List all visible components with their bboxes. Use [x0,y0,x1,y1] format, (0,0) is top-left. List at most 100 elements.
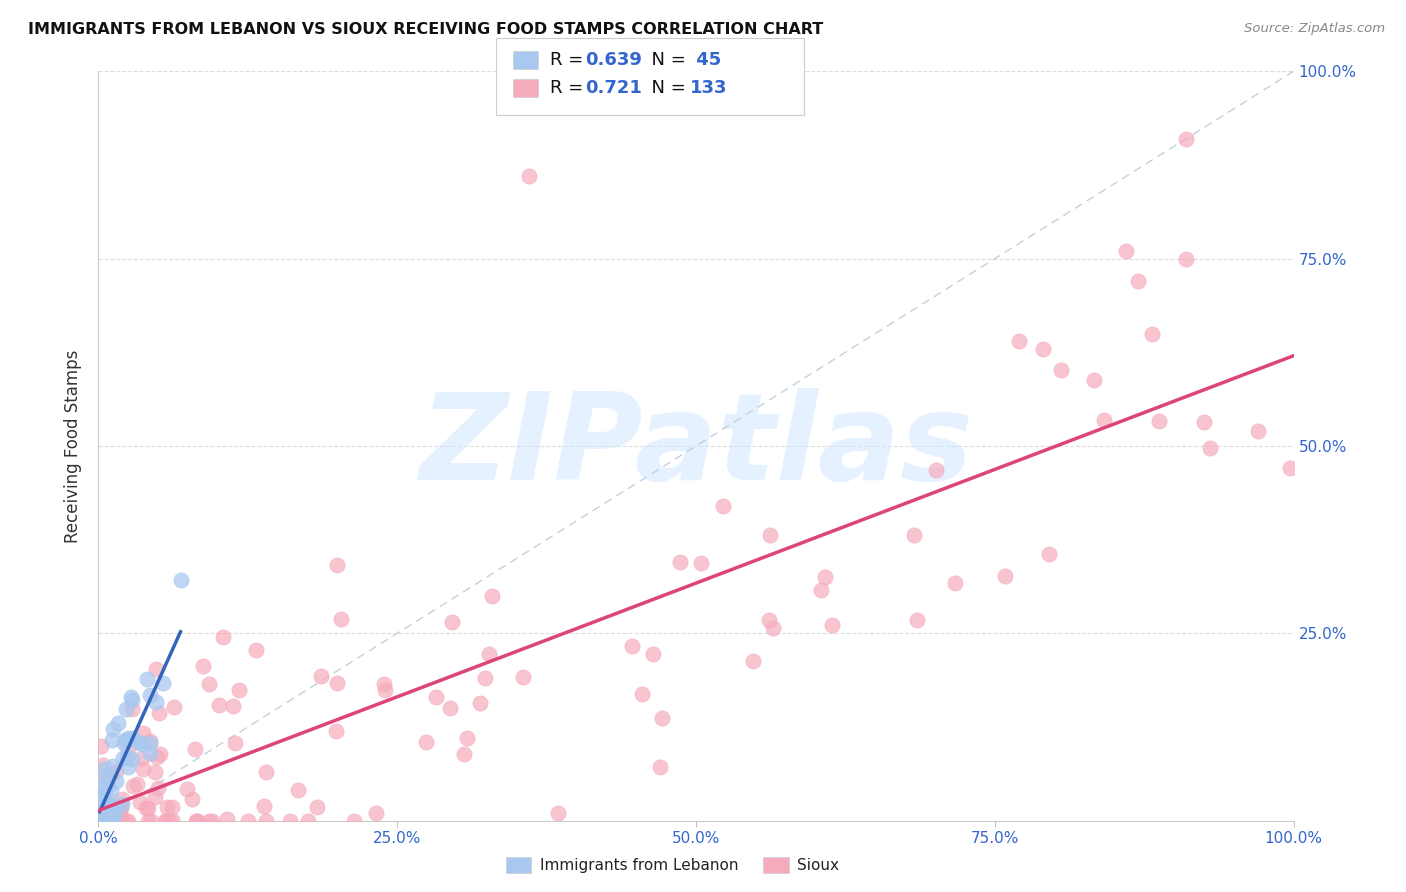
Point [103,814,125,828]
Point [176,781,198,796]
Text: 45: 45 [690,51,721,69]
Point [149,747,172,761]
Point [1175,252,1198,266]
Point [943,575,966,590]
Point [90,814,112,828]
Point [1032,342,1054,356]
Point [326,558,349,573]
Point [93,762,115,776]
Point [329,612,352,626]
Point [121,752,143,766]
Point [108,805,131,820]
Point [238,814,260,828]
Point [326,675,349,690]
Point [97,778,120,792]
Point [90,814,112,828]
Text: 133: 133 [690,79,728,97]
Point [994,568,1017,582]
Point [925,463,948,477]
Point [1092,413,1115,427]
Point [517,169,540,184]
Point [222,698,245,713]
Text: Immigrants from Lebanon: Immigrants from Lebanon [540,858,738,872]
Point [651,710,673,724]
Point [669,555,692,569]
Point [117,760,139,774]
Point [253,799,276,814]
Point [90,739,112,753]
Point [117,750,139,764]
Point [110,801,132,815]
Text: N =: N = [640,79,692,97]
Point [311,669,333,683]
Point [100,784,122,798]
Point [143,764,166,779]
Point [364,805,387,820]
Point [131,737,153,751]
Point [186,814,208,828]
Point [373,676,395,690]
Point [153,814,176,828]
Point [415,735,437,749]
Point [96,770,118,784]
Point [131,750,153,764]
Point [145,695,167,709]
Point [620,640,643,654]
Point [905,613,928,627]
Point [305,800,328,814]
Point [114,732,136,747]
Point [127,735,149,749]
Point [254,814,277,828]
Point [111,814,134,828]
Point [89,802,111,816]
Point [512,670,534,684]
Point [103,722,125,736]
Point [136,672,159,686]
Point [143,789,166,804]
Text: R =: R = [550,79,589,97]
Point [1083,373,1105,387]
Point [125,777,148,791]
Point [1192,415,1215,429]
Point [103,800,125,814]
Point [474,671,496,685]
Point [197,677,219,691]
Point [186,814,208,828]
Point [121,701,143,715]
Point [211,630,233,644]
Y-axis label: Receiving Food Stamps: Receiving Food Stamps [65,350,83,542]
Point [810,582,832,597]
Point [163,700,186,714]
Point [631,688,654,702]
Point [1247,424,1270,438]
Point [128,795,150,809]
Point [1140,326,1163,341]
Point [759,527,782,541]
Point [208,698,231,712]
Point [139,747,162,761]
Point [139,733,162,747]
Point [111,797,134,812]
Point [1198,441,1220,455]
Point [117,814,139,828]
Point [814,570,837,584]
Point [117,741,139,756]
Point [108,803,131,817]
Point [117,731,139,746]
Point [101,814,124,828]
Point [180,791,202,805]
Point [191,659,214,673]
Point [94,789,117,803]
Point [93,814,115,828]
Point [184,814,207,828]
Point [115,814,138,828]
Point [425,690,447,704]
Point [481,589,503,603]
Point [1008,334,1031,348]
Point [96,814,118,828]
Point [141,814,163,828]
Point [97,814,120,828]
Text: ZIPatlas: ZIPatlas [419,387,973,505]
Point [120,690,142,705]
Point [145,662,167,676]
